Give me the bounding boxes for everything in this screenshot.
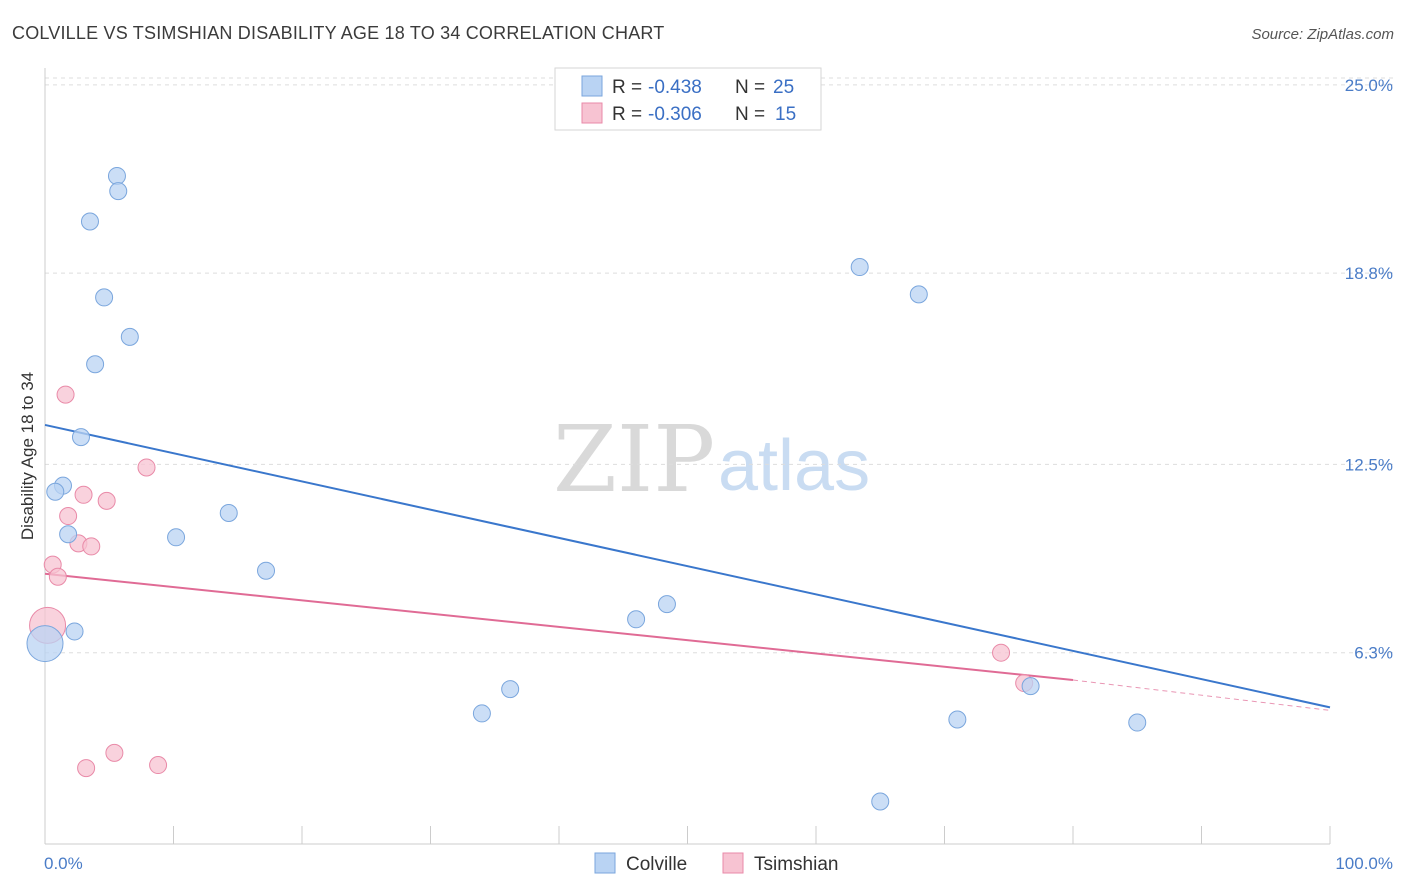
point-colville	[472, 704, 491, 723]
y-tick-label: 12.5%	[1345, 455, 1393, 474]
legend-swatch-tsimshian	[581, 102, 603, 124]
point-colville	[948, 710, 967, 729]
stats-legend: R = -0.438 N = 25 R = -0.306 N = 15	[554, 67, 822, 131]
series-legend-swatch-colville	[594, 852, 616, 874]
point-colville	[219, 504, 238, 523]
scatter-points	[26, 166, 1147, 811]
trend-line-tsimshian	[44, 572, 1074, 682]
trend-lines	[44, 423, 1331, 711]
point-tsimshian	[74, 485, 93, 504]
point-colville	[909, 285, 928, 304]
watermark: ZIP atlas	[553, 406, 870, 513]
point-colville	[120, 327, 139, 346]
chart-source: Source: ZipAtlas.com	[1251, 26, 1394, 43]
watermark-zip: ZIP	[553, 406, 715, 513]
grid-lines	[45, 77, 1394, 654]
y-tick-label: 18.8%	[1345, 264, 1393, 283]
point-colville	[107, 166, 126, 185]
point-colville	[71, 428, 90, 447]
legend-n-value-tsimshian: 15	[775, 104, 796, 125]
series-legend-swatch-tsimshian	[722, 852, 744, 874]
point-colville	[80, 212, 99, 231]
x-tick-label-min: 0.0%	[44, 854, 83, 873]
y-tick-label: 25.0%	[1345, 76, 1393, 95]
chart-title: COLVILLE VS TSIMSHIAN DISABILITY AGE 18 …	[12, 23, 664, 43]
axes	[44, 68, 1331, 845]
legend-n-label-tsimshian: N =	[735, 104, 765, 125]
point-colville	[627, 610, 646, 629]
point-colville	[26, 625, 64, 663]
point-colville	[871, 792, 890, 811]
point-colville	[109, 182, 128, 201]
point-colville	[1021, 677, 1040, 696]
y-tick-labels: 6.3% 12.5% 18.8% 25.0%	[1345, 76, 1393, 663]
point-colville	[257, 561, 276, 580]
point-colville	[46, 482, 65, 501]
point-tsimshian	[149, 756, 168, 775]
legend-r-value-colville: -0.438	[648, 77, 702, 98]
y-tick-label: 6.3%	[1354, 644, 1393, 663]
trend-line-colville	[44, 423, 1331, 709]
y-axis-label: Disability Age 18 to 34	[18, 372, 37, 540]
series-legend-colville: Colville	[626, 854, 687, 875]
point-colville	[65, 622, 84, 641]
point-tsimshian	[59, 507, 78, 526]
point-tsimshian	[97, 491, 116, 510]
point-tsimshian	[105, 743, 124, 762]
legend-r-value-tsimshian: -0.306	[648, 104, 702, 125]
point-tsimshian	[48, 567, 67, 586]
point-colville	[501, 680, 520, 699]
legend-r-label-tsimshian: R =	[612, 104, 642, 125]
legend-n-value-colville: 25	[773, 77, 794, 98]
point-colville	[95, 288, 114, 307]
point-colville	[167, 528, 186, 547]
series-legend: Colville Tsimshian	[594, 852, 838, 875]
legend-r-label-colville: R =	[612, 77, 642, 98]
point-colville	[850, 258, 869, 277]
point-tsimshian	[137, 458, 156, 477]
watermark-atlas: atlas	[718, 426, 870, 506]
series-legend-tsimshian: Tsimshian	[754, 854, 838, 875]
point-colville	[59, 525, 78, 544]
point-colville	[86, 355, 105, 374]
legend-swatch-colville	[581, 75, 603, 97]
legend-n-label-colville: N =	[735, 77, 765, 98]
point-tsimshian	[82, 537, 101, 556]
x-tick-label-max: 100.0%	[1335, 854, 1393, 873]
point-colville	[1128, 713, 1147, 732]
point-tsimshian	[77, 759, 96, 778]
trend-line-tsimshian-extension	[1072, 679, 1331, 711]
point-colville	[657, 595, 676, 614]
point-tsimshian	[992, 643, 1011, 662]
x-tick-labels: 0.0% 100.0%	[44, 854, 1393, 873]
point-tsimshian	[56, 385, 75, 404]
